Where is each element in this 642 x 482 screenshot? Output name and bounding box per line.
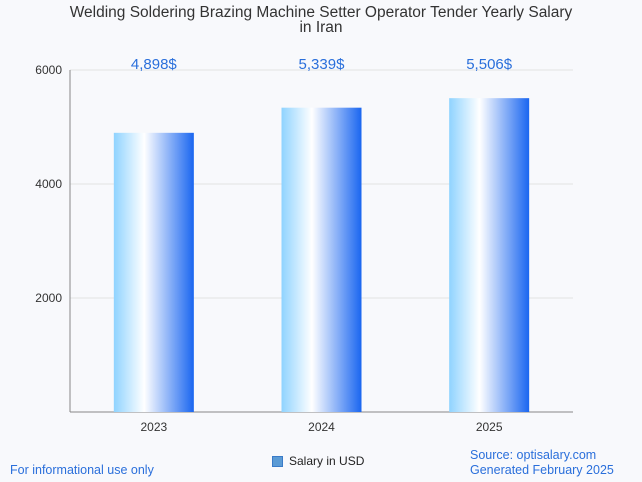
data-label-2024: 5,339$ [299,56,346,73]
x-tick-label-2023: 2023 [140,420,167,434]
labels: 2023 4,898$ 2024 5,339$ 2025 5,506$ [131,56,513,434]
bar-2024[interactable] [281,107,362,412]
x-tick-label-2024: 2024 [308,420,335,434]
y-tick-label-2000: 2000 [35,291,62,305]
y-tick-label-6000: 6000 [35,63,62,77]
legend-swatch [272,455,283,467]
generated-note: Generated February 2025 [470,463,614,477]
bar-2023[interactable] [113,132,194,412]
data-label-2023: 4,898$ [131,56,178,73]
data-label-2025: 5,506$ [466,56,513,73]
chart-title-line-2: in Iran [299,19,342,36]
source-note[interactable]: Source: optisalary.com [470,448,597,462]
legend-label: Salary in USD [289,454,365,468]
legend: Salary in USD [272,454,364,468]
y-tick-label-4000: 4000 [35,177,62,191]
bar-2025[interactable] [449,98,530,413]
x-tick-label-2025: 2025 [476,420,503,434]
chart-title-line-1: Welding Soldering Brazing Machine Setter… [70,4,573,21]
informational-note: For informational use only [10,463,154,477]
bars [113,98,530,413]
